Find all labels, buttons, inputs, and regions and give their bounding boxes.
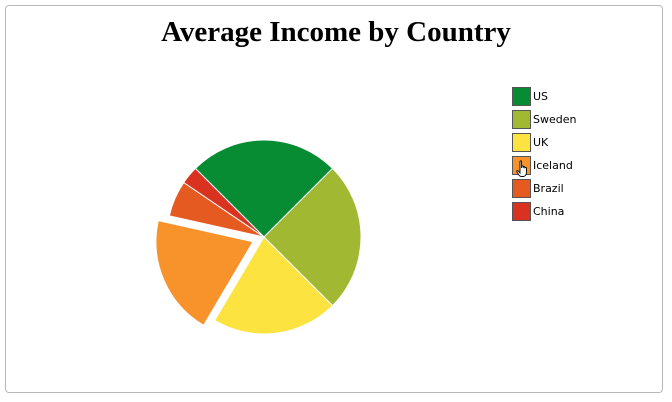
legend-label: Sweden — [533, 113, 577, 126]
pie-slice-china[interactable] — [183, 167, 265, 238]
pie-slice-us[interactable] — [194, 139, 334, 238]
legend-swatch — [512, 110, 531, 129]
legend-swatch — [512, 179, 531, 198]
legend-label: UK — [533, 136, 549, 149]
legend-item-brazil[interactable]: Brazil — [512, 179, 632, 202]
legend-swatch — [512, 87, 531, 106]
chart-title: Average Income by Country — [161, 16, 511, 48]
legend-label: US — [533, 90, 549, 103]
legend-item-china[interactable]: China — [512, 202, 632, 225]
hand-pointer-icon — [516, 160, 527, 177]
legend-label: Brazil — [533, 182, 564, 195]
legend-label: China — [533, 205, 565, 218]
legend-item-us[interactable]: US — [512, 87, 632, 110]
pie-slice-uk[interactable] — [213, 236, 334, 335]
legend-swatch — [512, 133, 531, 152]
legend-item-sweden[interactable]: Sweden — [512, 110, 632, 133]
pie-slice-sweden[interactable] — [263, 167, 362, 307]
legend-label: Iceland — [533, 159, 573, 172]
pie-slice-iceland[interactable] — [155, 220, 254, 326]
legend-item-iceland[interactable]: Iceland — [512, 156, 632, 179]
legend-swatch — [512, 202, 531, 221]
legend: US Sweden UK Iceland Brazil China — [512, 87, 632, 225]
legend-item-uk[interactable]: UK — [512, 133, 632, 156]
